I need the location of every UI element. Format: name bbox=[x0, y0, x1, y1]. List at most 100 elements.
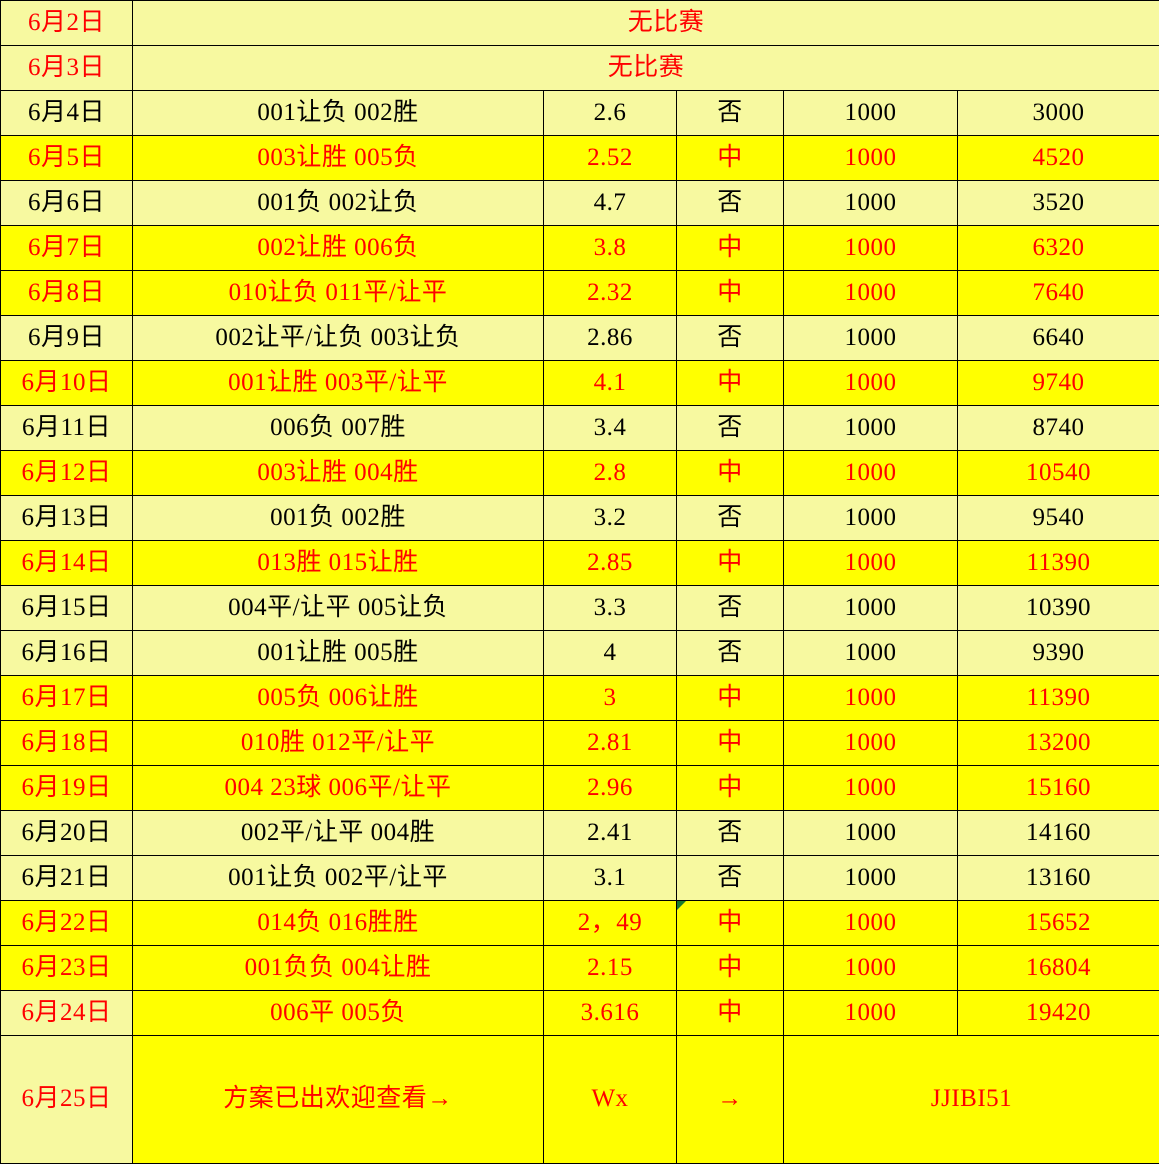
cell-hit: 中 bbox=[677, 541, 784, 586]
cell-odds: 2.41 bbox=[544, 811, 677, 856]
cell-stake: 1000 bbox=[784, 676, 958, 721]
table-row: 6月21日 001让负 002平/让平 3.1 否 1000 13160 bbox=[1, 856, 1159, 901]
cell-stake: 1000 bbox=[784, 136, 958, 181]
table-row: 6月11日 006负 007胜 3.4 否 1000 8740 bbox=[1, 406, 1159, 451]
cell-odds: 2.8 bbox=[544, 451, 677, 496]
cell-total: 16804 bbox=[958, 946, 1159, 991]
cell-total: 7640 bbox=[958, 271, 1159, 316]
cell-date: 6月25日 bbox=[1, 1036, 133, 1164]
cell-hit: 否 bbox=[677, 406, 784, 451]
cell-date: 6月22日 bbox=[1, 901, 133, 946]
cell-odds: 4 bbox=[544, 631, 677, 676]
cell-stake: 1000 bbox=[784, 181, 958, 226]
cell-odds: 4.7 bbox=[544, 181, 677, 226]
cell-total: 8740 bbox=[958, 406, 1159, 451]
table-row: 6月19日 004 23球 006平/让平 2.96 中 1000 15160 bbox=[1, 766, 1159, 811]
table-row: 6月9日 002让平/让负 003让负 2.86 否 1000 6640 bbox=[1, 316, 1159, 361]
cell-total: 14160 bbox=[958, 811, 1159, 856]
table-row: 6月13日 001负 002胜 3.2 否 1000 9540 bbox=[1, 496, 1159, 541]
cell-total: 3000 bbox=[958, 91, 1159, 136]
cell-hit: 中 bbox=[677, 676, 784, 721]
cell-pick: 001让胜 003平/让平 bbox=[133, 361, 544, 406]
cell-hit: 否 bbox=[677, 181, 784, 226]
table-row: 6月22日 014负 016胜胜 2，49 中 1000 15652 bbox=[1, 901, 1159, 946]
promo-wx-label: Wx bbox=[544, 1036, 677, 1164]
cell-odds: 3.616 bbox=[544, 991, 677, 1036]
cell-date: 6月12日 bbox=[1, 451, 133, 496]
cell-total: 15160 bbox=[958, 766, 1159, 811]
cell-stake: 1000 bbox=[784, 271, 958, 316]
cell-total: 6640 bbox=[958, 316, 1159, 361]
table-row: 6月23日 001负负 004让胜 2.15 中 1000 16804 bbox=[1, 946, 1159, 991]
cell-date: 6月11日 bbox=[1, 406, 133, 451]
cell-hit: 否 bbox=[677, 811, 784, 856]
cell-date: 6月3日 bbox=[1, 46, 133, 91]
cell-hit: 否 bbox=[677, 631, 784, 676]
cell-date: 6月9日 bbox=[1, 316, 133, 361]
cell-hit: 否 bbox=[677, 856, 784, 901]
cell-date: 6月15日 bbox=[1, 586, 133, 631]
cell-pick: 001让胜 005胜 bbox=[133, 631, 544, 676]
cell-pick: 002让平/让负 003让负 bbox=[133, 316, 544, 361]
cell-date: 6月17日 bbox=[1, 676, 133, 721]
cell-odds: 3.3 bbox=[544, 586, 677, 631]
cell-odds: 3.8 bbox=[544, 226, 677, 271]
cell-pick: 006负 007胜 bbox=[133, 406, 544, 451]
cell-pick: 002平/让平 004胜 bbox=[133, 811, 544, 856]
table-row: 6月4日 001让负 002胜 2.6 否 1000 3000 bbox=[1, 91, 1159, 136]
cell-note-marker-icon bbox=[677, 901, 686, 910]
table-row: 6月16日 001让胜 005胜 4 否 1000 9390 bbox=[1, 631, 1159, 676]
cell-date: 6月10日 bbox=[1, 361, 133, 406]
cell-pick: 001让负 002胜 bbox=[133, 91, 544, 136]
cell-stake: 1000 bbox=[784, 496, 958, 541]
cell-hit-value: 中 bbox=[717, 909, 743, 936]
cell-total: 13160 bbox=[958, 856, 1159, 901]
betting-record-spreadsheet: 6月2日 无比赛 6月3日 无比赛 6月4日 001让负 002胜 2.6 否 … bbox=[0, 0, 1159, 1132]
cell-hit: 否 bbox=[677, 496, 784, 541]
cell-hit: 否 bbox=[677, 91, 784, 136]
cell-no-match: 无比赛 bbox=[133, 46, 1159, 91]
table-row: 6月17日 005负 006让胜 3 中 1000 11390 bbox=[1, 676, 1159, 721]
cell-stake: 1000 bbox=[784, 541, 958, 586]
table-row: 6月18日 010胜 012平/让平 2.81 中 1000 13200 bbox=[1, 721, 1159, 766]
cell-hit: 中 bbox=[677, 451, 784, 496]
cell-pick: 006平 005负 bbox=[133, 991, 544, 1036]
cell-pick: 004平/让平 005让负 bbox=[133, 586, 544, 631]
cell-stake: 1000 bbox=[784, 631, 958, 676]
cell-odds: 2.96 bbox=[544, 766, 677, 811]
cell-total: 11390 bbox=[958, 541, 1159, 586]
cell-date: 6月18日 bbox=[1, 721, 133, 766]
cell-hit: 中 bbox=[677, 766, 784, 811]
cell-stake: 1000 bbox=[784, 901, 958, 946]
cell-pick: 003让胜 004胜 bbox=[133, 451, 544, 496]
cell-total: 13200 bbox=[958, 721, 1159, 766]
cell-total: 6320 bbox=[958, 226, 1159, 271]
cell-odds: 3.1 bbox=[544, 856, 677, 901]
cell-odds: 3.2 bbox=[544, 496, 677, 541]
cell-total: 9540 bbox=[958, 496, 1159, 541]
cell-pick: 010让负 011平/让平 bbox=[133, 271, 544, 316]
table-row: 6月14日 013胜 015让胜 2.85 中 1000 11390 bbox=[1, 541, 1159, 586]
table-row: 6月10日 001让胜 003平/让平 4.1 中 1000 9740 bbox=[1, 361, 1159, 406]
cell-no-match: 无比赛 bbox=[133, 1, 1159, 46]
table-row: 6月3日 无比赛 bbox=[1, 46, 1159, 91]
cell-pick: 003让胜 005负 bbox=[133, 136, 544, 181]
cell-hit: 中 bbox=[677, 136, 784, 181]
cell-pick: 001让负 002平/让平 bbox=[133, 856, 544, 901]
table-row: 6月2日 无比赛 bbox=[1, 1, 1159, 46]
cell-hit: 中 bbox=[677, 226, 784, 271]
cell-pick: 002让胜 006负 bbox=[133, 226, 544, 271]
promo-account-id: JJIBI51 bbox=[784, 1036, 1159, 1164]
promo-message: 方案已出欢迎查看→ bbox=[133, 1036, 544, 1164]
table-row: 6月7日 002让胜 006负 3.8 中 1000 6320 bbox=[1, 226, 1159, 271]
cell-date: 6月4日 bbox=[1, 91, 133, 136]
table-row: 6月8日 010让负 011平/让平 2.32 中 1000 7640 bbox=[1, 271, 1159, 316]
cell-total: 19420 bbox=[958, 991, 1159, 1036]
cell-date: 6月16日 bbox=[1, 631, 133, 676]
cell-odds: 2.52 bbox=[544, 136, 677, 181]
cell-odds: 2.15 bbox=[544, 946, 677, 991]
cell-hit: 中 bbox=[677, 361, 784, 406]
cell-pick: 001负 002胜 bbox=[133, 496, 544, 541]
